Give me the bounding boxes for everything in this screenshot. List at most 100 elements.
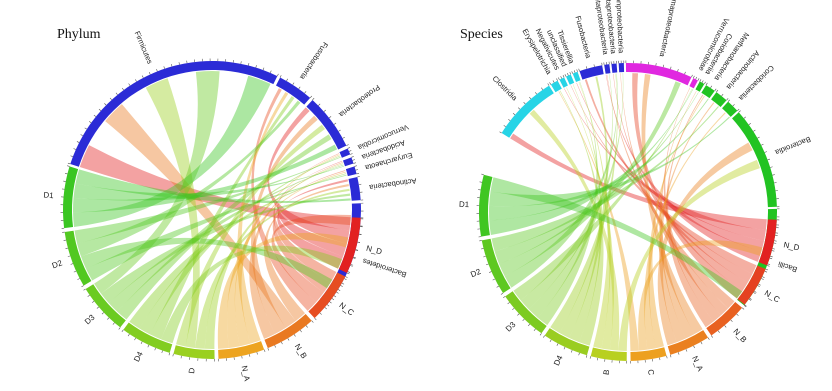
axis-tick <box>691 74 693 78</box>
chord-ribbon <box>528 74 613 318</box>
axis-tick <box>770 166 773 168</box>
axis-tick <box>748 123 751 125</box>
chord-ribbons <box>489 73 767 351</box>
taxon-arc-actinobacteria <box>711 92 727 107</box>
axis-tick <box>736 313 739 316</box>
axis-tick <box>754 290 757 293</box>
chord-ribbon <box>513 88 693 301</box>
axis-tick <box>134 337 136 341</box>
taxon-arc-euryarchaeota <box>345 166 357 177</box>
axis-tick <box>128 83 131 86</box>
chord-ribbon <box>494 92 699 265</box>
axis-tick <box>178 62 180 65</box>
chord-ribbon <box>271 214 351 303</box>
chord-ribbon <box>161 245 342 344</box>
axis-tick <box>347 271 351 273</box>
sample-arc-n-d <box>338 217 361 273</box>
axis-tick <box>346 272 350 275</box>
axis-tick <box>571 71 573 74</box>
axis-tick <box>707 337 710 340</box>
axis-tick <box>63 239 67 241</box>
axis-tick <box>281 341 283 345</box>
axis-tick <box>499 131 502 134</box>
sample-arc-b <box>590 347 627 361</box>
taxon-label-fusobacteria: Fusobacteria <box>298 40 330 82</box>
axis-tick <box>699 79 702 82</box>
axis-tick <box>286 78 289 82</box>
axis-tick <box>705 82 708 86</box>
axis-tick <box>73 270 77 273</box>
axis-tick <box>684 71 686 75</box>
axis-tick <box>500 292 504 295</box>
taxon-label-clostridia: Clostridia <box>491 74 520 103</box>
axis-tick <box>489 271 492 273</box>
axis-tick <box>336 291 339 294</box>
axis-tick <box>589 356 591 359</box>
chord-ribbon <box>491 106 719 252</box>
axis-tick <box>87 294 90 297</box>
axis-tick <box>764 151 768 153</box>
chord-ribbon <box>618 159 760 351</box>
axis-tick <box>677 69 679 72</box>
axis-tick <box>70 263 74 265</box>
axis-tick <box>549 339 552 343</box>
axis-tick <box>552 80 555 83</box>
axis-tick <box>512 113 516 116</box>
chord-ribbon <box>117 134 332 320</box>
sample-label-d2: D2 <box>51 258 64 270</box>
axis-tick <box>127 333 130 337</box>
axis-tick <box>154 347 156 351</box>
axis-tick <box>670 66 672 70</box>
axis-tick <box>354 165 357 167</box>
chord-ribbon <box>277 160 347 257</box>
taxon-arc-bacteroidia <box>732 112 777 208</box>
axis-tick <box>507 302 510 305</box>
chord-ribbon <box>510 133 767 231</box>
axis-tick <box>578 352 580 356</box>
chord-ribbon <box>75 169 351 204</box>
chord-ribbon <box>666 94 714 328</box>
axis-tick <box>353 256 356 259</box>
axis-tick <box>697 78 700 81</box>
axis-tick <box>666 355 668 359</box>
sample-arc-d4 <box>123 322 173 353</box>
taxon-arc-actinobacteria <box>348 176 361 201</box>
taxon-label-fusobacteria: Fusobacteria <box>573 15 593 60</box>
chord-ribbon <box>80 237 333 289</box>
species-chord-diagram: ClostridiaErysipelotrichiaNegativicutesu… <box>459 0 812 376</box>
taxon-arc-fusobacteria <box>275 77 311 105</box>
axis-tick <box>503 125 506 128</box>
chord-ribbon <box>489 98 709 221</box>
axis-tick <box>547 83 550 86</box>
taxon-label-bacteroidetes: Bacteroidetes <box>361 256 408 279</box>
axis-tick <box>529 96 532 100</box>
chord-ribbon <box>77 100 301 257</box>
axis-tick <box>659 357 661 361</box>
sample-arc-d2 <box>64 230 92 286</box>
axis-tick <box>593 64 595 67</box>
axis-tick <box>727 99 730 102</box>
axis-tick <box>560 76 563 79</box>
axis-tick <box>518 107 521 110</box>
axis-tick <box>333 295 337 298</box>
axis-tick <box>91 300 95 303</box>
axis-tick <box>753 129 756 132</box>
axis-tick <box>309 95 313 99</box>
chord-ribbon <box>267 107 350 244</box>
axis-tick <box>558 77 560 80</box>
axis-tick <box>77 278 80 280</box>
axis-tick <box>355 249 359 251</box>
axis-tick <box>534 92 537 95</box>
axis-tick <box>578 68 580 72</box>
sample-label-n-d: N_D <box>783 240 801 252</box>
taxon-arc-proteobacteria <box>306 99 347 150</box>
sample-label-d4: D4 <box>552 354 565 368</box>
axis-tick <box>255 65 257 68</box>
axis-tick <box>348 150 352 152</box>
phylum-panel: Phylum Firmicutes Fusobacteria Proteobacte… <box>43 27 416 383</box>
axis-tick <box>710 85 713 89</box>
axis-tick <box>717 330 720 333</box>
taxon-label-epsilonproteobacteria: Epsilonproteobacteria <box>614 0 626 54</box>
axis-tick <box>112 322 115 325</box>
axis-tick <box>333 122 337 125</box>
